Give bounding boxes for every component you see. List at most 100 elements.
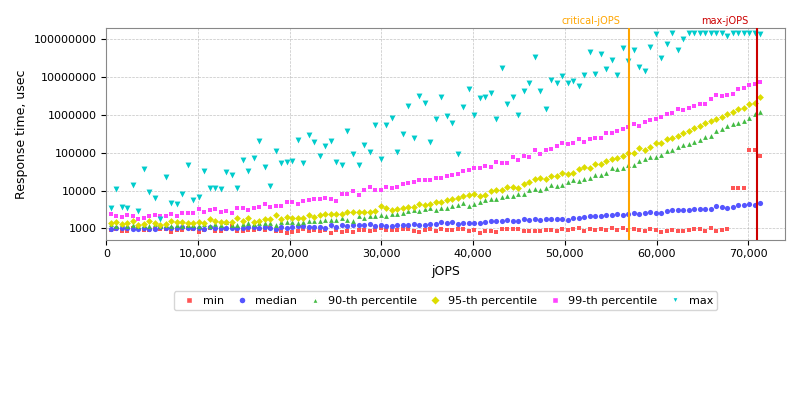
Point (319, 217, 332, 224)
Point (407, 135, 420, 142)
Point (308, 224, 321, 230)
Point (594, 226, 607, 232)
Point (638, 147, 651, 153)
Point (319, 143, 332, 150)
Point (390, 222, 403, 228)
Point (396, 205, 409, 211)
Point (302, 218, 315, 224)
Point (627, 210, 640, 216)
Point (506, 94, 519, 100)
Point (193, 229, 206, 236)
Point (275, 202, 288, 209)
Point (650, 140, 662, 146)
Point (490, 116, 502, 122)
Point (606, 57, 618, 64)
Point (440, 197, 453, 203)
Point (518, 181, 530, 187)
Point (545, 216, 558, 222)
Point (170, 219, 183, 225)
Point (291, 220, 304, 226)
Point (352, 213, 365, 220)
Point (732, 86, 745, 93)
Point (281, 230, 294, 236)
Point (105, 211, 118, 218)
Point (369, 187, 382, 193)
Point (237, 205, 250, 212)
Point (330, 158, 343, 165)
Point (258, 220, 271, 226)
Point (710, 92, 722, 99)
Point (522, 228, 535, 234)
Point (484, 196, 497, 202)
Point (253, 225, 266, 231)
Point (335, 191, 348, 198)
Point (534, 174, 546, 181)
Point (694, 226, 706, 232)
Point (429, 175, 442, 181)
Point (149, 194, 162, 201)
Point (688, 125, 701, 131)
Point (600, 158, 613, 164)
Point (159, 226, 172, 232)
Point (424, 221, 437, 228)
Point (589, 161, 602, 167)
Point (396, 226, 409, 232)
Point (115, 225, 128, 232)
Point (594, 50, 607, 57)
Point (110, 186, 122, 193)
Point (176, 219, 189, 225)
Point (666, 30, 678, 36)
Point (738, 85, 750, 92)
Point (495, 218, 508, 224)
Point (209, 206, 222, 213)
Point (518, 190, 530, 197)
Point (198, 227, 211, 234)
Point (650, 210, 662, 216)
Point (748, 111, 761, 117)
Point (413, 229, 426, 235)
Point (281, 214, 294, 221)
Point (726, 30, 739, 36)
Point (149, 220, 162, 226)
Point (418, 202, 431, 209)
Point (325, 211, 338, 218)
Point (633, 63, 646, 70)
Point (633, 123, 646, 129)
Y-axis label: Response time, usec: Response time, usec (15, 69, 28, 199)
Point (297, 160, 310, 166)
Point (457, 200, 470, 206)
Point (732, 184, 745, 191)
Point (264, 225, 277, 232)
Point (115, 214, 128, 220)
Point (429, 116, 442, 122)
Point (534, 151, 546, 157)
Point (121, 204, 134, 211)
Point (650, 227, 662, 233)
Point (121, 220, 134, 226)
Point (424, 139, 437, 146)
Point (132, 222, 145, 229)
Point (264, 224, 277, 231)
Point (566, 170, 579, 176)
Point (187, 210, 200, 217)
Point (710, 228, 722, 234)
Point (302, 224, 315, 230)
Point (105, 205, 118, 211)
Point (440, 227, 453, 233)
Point (545, 227, 558, 233)
Point (297, 223, 310, 230)
Point (396, 131, 409, 138)
Point (715, 204, 728, 210)
Point (396, 222, 409, 229)
Point (242, 227, 255, 233)
Point (650, 154, 662, 160)
Point (606, 165, 618, 171)
Point (518, 216, 530, 222)
Point (402, 222, 414, 228)
Point (105, 226, 118, 232)
Point (325, 196, 338, 202)
Point (434, 175, 447, 182)
Point (346, 188, 359, 195)
Point (556, 140, 569, 146)
Point (374, 222, 387, 228)
